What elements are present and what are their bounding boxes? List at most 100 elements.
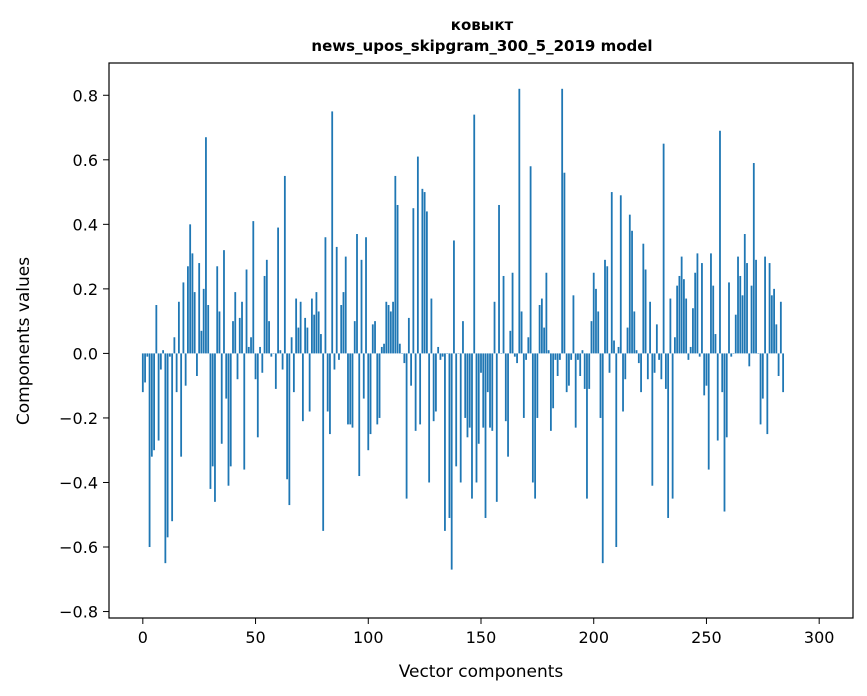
bar-7 bbox=[157, 353, 160, 441]
bar-223 bbox=[644, 269, 647, 354]
bar-149 bbox=[477, 353, 480, 444]
bar-177 bbox=[540, 298, 543, 354]
bar-246 bbox=[696, 253, 699, 354]
bar-156 bbox=[493, 301, 496, 354]
bar-87 bbox=[338, 353, 340, 360]
bar-284 bbox=[782, 353, 785, 393]
bar-179 bbox=[545, 272, 548, 354]
bar-256 bbox=[719, 130, 721, 354]
x-tick-label: 100 bbox=[353, 628, 384, 647]
y-axis-label: Components values bbox=[14, 257, 34, 425]
bar-260 bbox=[728, 282, 730, 354]
bar-281 bbox=[775, 324, 778, 354]
bar-216 bbox=[628, 214, 631, 354]
bar-212 bbox=[619, 195, 622, 354]
chart-subtitle: news_upos_skipgram_300_5_2019 model bbox=[311, 37, 652, 55]
bar-253 bbox=[712, 285, 715, 354]
bar-208 bbox=[610, 192, 613, 354]
bar-185 bbox=[559, 353, 561, 360]
bar-101 bbox=[369, 353, 372, 435]
bar-104 bbox=[376, 353, 379, 425]
bar-245 bbox=[694, 272, 697, 354]
bar-5 bbox=[153, 353, 155, 451]
bar-27 bbox=[202, 288, 205, 354]
x-tick-label: 150 bbox=[466, 628, 497, 647]
bar-122 bbox=[416, 156, 419, 354]
bar-61 bbox=[279, 350, 282, 354]
bar-213 bbox=[622, 353, 624, 412]
bar-186 bbox=[561, 88, 564, 354]
bar-168 bbox=[520, 311, 523, 354]
bar-166 bbox=[516, 353, 518, 364]
bar-224 bbox=[646, 353, 649, 380]
bar-81 bbox=[324, 237, 327, 354]
bar-172 bbox=[529, 166, 532, 354]
bar-233 bbox=[667, 353, 670, 518]
bar-220 bbox=[637, 353, 640, 364]
bars-layer bbox=[141, 88, 785, 570]
bar-137 bbox=[450, 353, 453, 570]
bar-202 bbox=[597, 311, 600, 354]
bar-210 bbox=[615, 353, 618, 548]
y-tick-label: −0.8 bbox=[59, 603, 98, 622]
bar-146 bbox=[471, 353, 473, 499]
bar-275 bbox=[761, 353, 764, 399]
bar-142 bbox=[462, 321, 464, 354]
bar-126 bbox=[425, 211, 428, 354]
bar-66 bbox=[290, 337, 293, 354]
bar-148 bbox=[475, 353, 478, 483]
bar-182 bbox=[552, 353, 555, 409]
y-tick-label: 0.8 bbox=[73, 86, 98, 105]
bar-251 bbox=[707, 353, 710, 470]
bar-255 bbox=[716, 353, 719, 441]
bar-80 bbox=[322, 353, 325, 531]
bar-57 bbox=[270, 353, 273, 357]
bar-19 bbox=[184, 353, 187, 386]
bar-103 bbox=[374, 321, 376, 354]
bar-181 bbox=[549, 353, 552, 431]
bar-282 bbox=[777, 353, 780, 376]
bar-165 bbox=[513, 353, 516, 357]
bar-50 bbox=[254, 353, 257, 380]
bar-271 bbox=[752, 163, 755, 354]
bar-84 bbox=[331, 111, 334, 354]
bar-180 bbox=[547, 350, 550, 354]
bar-62 bbox=[281, 353, 284, 370]
bar-98 bbox=[362, 353, 365, 399]
bar-227 bbox=[653, 353, 656, 373]
bar-270 bbox=[750, 285, 753, 354]
bar-85 bbox=[333, 353, 336, 370]
bar-26 bbox=[200, 330, 203, 354]
x-axis-ticks: 0 50 100 150 200 250 300 bbox=[138, 618, 834, 647]
bar-119 bbox=[410, 353, 413, 386]
bar-231 bbox=[662, 143, 665, 354]
bar-250 bbox=[705, 353, 708, 386]
bar-206 bbox=[606, 266, 609, 354]
bar-160 bbox=[502, 275, 505, 354]
bar-28 bbox=[205, 137, 207, 354]
bar-241 bbox=[685, 298, 688, 354]
bar-167 bbox=[518, 88, 521, 354]
bar-269 bbox=[748, 353, 751, 367]
bar-34 bbox=[218, 311, 221, 354]
bar-129 bbox=[432, 353, 435, 422]
bar-116 bbox=[403, 353, 406, 364]
x-tick-label: 50 bbox=[245, 628, 265, 647]
bar-32 bbox=[214, 353, 216, 502]
bar-113 bbox=[396, 204, 399, 354]
bar-94 bbox=[353, 321, 356, 354]
bar-6 bbox=[155, 305, 158, 354]
bar-86 bbox=[335, 246, 338, 354]
bar-193 bbox=[577, 353, 579, 360]
bar-78 bbox=[317, 311, 320, 354]
bar-77 bbox=[315, 292, 318, 354]
bar-163 bbox=[509, 330, 512, 354]
bar-151 bbox=[482, 353, 485, 428]
bar-17 bbox=[180, 353, 183, 457]
bar-267 bbox=[743, 234, 746, 354]
bar-161 bbox=[504, 353, 507, 422]
bar-247 bbox=[698, 353, 701, 357]
bar-38 bbox=[227, 353, 230, 486]
bar-110 bbox=[389, 311, 392, 354]
